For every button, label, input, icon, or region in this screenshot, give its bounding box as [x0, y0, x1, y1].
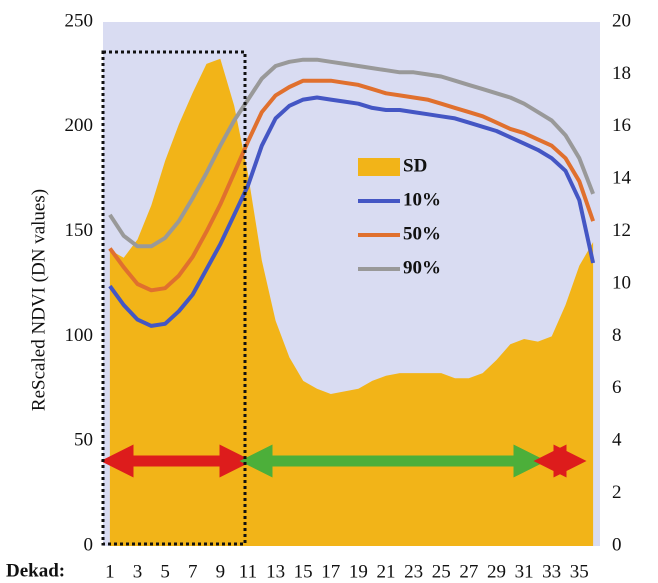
legend-label: 90%: [403, 257, 441, 278]
y2-tick-label: 2: [612, 482, 622, 503]
marks: [108, 57, 596, 546]
y-tick-label: 0: [84, 534, 94, 555]
x-tick-label: 35: [570, 561, 589, 582]
x-tick-label: 1: [105, 561, 115, 582]
y-tick-label: 150: [65, 220, 94, 241]
x-tick-label: 33: [542, 561, 561, 582]
y-tick-label: 100: [65, 325, 94, 346]
x-tick-label: 23: [404, 561, 423, 582]
legend-label: 50%: [403, 223, 441, 244]
x-tick-label: 21: [377, 561, 396, 582]
y-tick-label: 250: [65, 10, 94, 31]
legend-label: SD: [403, 155, 427, 176]
y2-tick-label: 20: [612, 10, 631, 31]
y2-tick-label: 6: [612, 377, 622, 398]
x-tick-label: 7: [188, 561, 198, 582]
y2-tick-label: 14: [612, 168, 632, 189]
y-tick-label: 200: [65, 115, 94, 136]
legend-swatch: [358, 158, 400, 176]
y-tick-label: 50: [74, 430, 93, 451]
y2-tick-label: 0: [612, 534, 622, 555]
series-line: [108, 78, 595, 293]
y2-tick-label: 4: [612, 430, 622, 451]
legend-label: 10%: [403, 189, 441, 210]
series-line: [108, 95, 596, 328]
x-tick-label: 31: [515, 561, 534, 582]
y2-tick-label: 8: [612, 325, 622, 346]
series-line: [108, 57, 595, 249]
x-tick-label: 19: [349, 561, 368, 582]
y2-tick-label: 16: [612, 115, 631, 136]
annotations: [100, 50, 587, 546]
y2-tick-label: 10: [612, 272, 631, 293]
x-tick-label: 3: [133, 561, 143, 582]
y2-tick-label: 12: [612, 220, 631, 241]
y2-tick-label: 18: [612, 63, 631, 84]
x-tick-label: 27: [459, 561, 478, 582]
x-tick-label: 13: [266, 561, 285, 582]
x-tick-label: 25: [432, 561, 451, 582]
x-tick-label: 11: [239, 561, 257, 582]
x-axis-label: Dekad:: [6, 560, 65, 581]
x-tick-label: 5: [160, 561, 170, 582]
y-axis-label: ReScaled NDVI (DN values): [28, 189, 49, 411]
dotted-box: [101, 50, 247, 546]
x-tick-label: 9: [216, 561, 226, 582]
x-tick-label: 17: [321, 561, 340, 582]
x-tick-label: 15: [294, 561, 313, 582]
x-tick-label: 29: [487, 561, 506, 582]
